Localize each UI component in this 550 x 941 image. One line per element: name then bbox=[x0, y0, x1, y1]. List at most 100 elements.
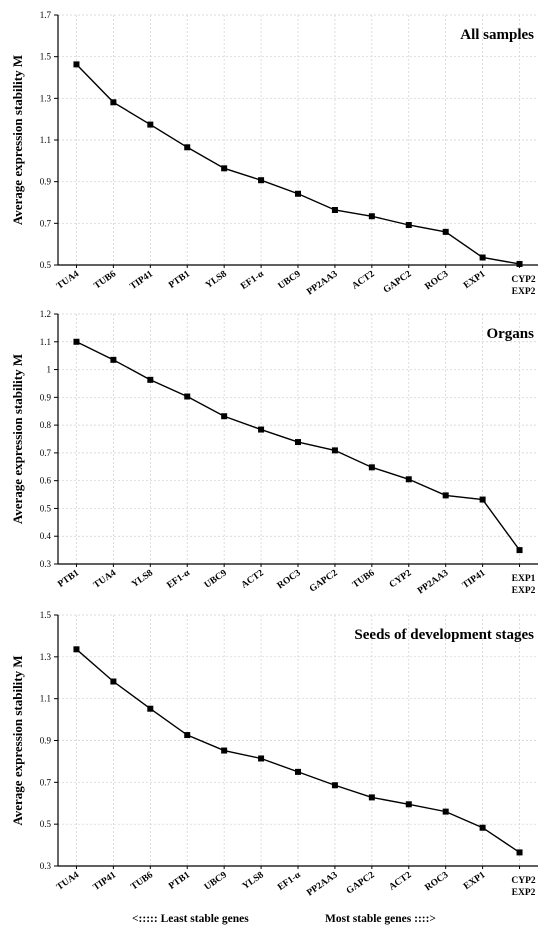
y-tick-label: 0.5 bbox=[40, 819, 52, 829]
y-tick-label: 1 bbox=[47, 365, 52, 375]
y-tick-label: 0.4 bbox=[40, 531, 52, 541]
x-tick-label: EXP1 bbox=[462, 269, 487, 291]
y-tick-label: 0.7 bbox=[40, 448, 52, 458]
data-point bbox=[442, 808, 449, 815]
data-point bbox=[331, 782, 338, 789]
data-point bbox=[184, 144, 191, 151]
data-point bbox=[258, 177, 265, 184]
data-point bbox=[442, 228, 449, 235]
x-tick-label: YLS8 bbox=[204, 269, 229, 291]
data-point bbox=[110, 356, 117, 363]
chart-panels: 0.5 0.7 0.9 1.1 1.3 1.5 1.7 TUA4 TUB6 TIP41 PTB1 YL… bbox=[10, 10, 538, 898]
data-point bbox=[221, 165, 228, 172]
x-tick-label: PP2AA3 bbox=[416, 568, 450, 596]
footer-least-stable-label: <::::: Least stable genes bbox=[132, 913, 249, 925]
y-tick-label: 1.1 bbox=[40, 135, 51, 145]
y-axis-title: Average expression stability M bbox=[10, 55, 25, 225]
data-point bbox=[73, 338, 80, 345]
x-tick-label: TUB6 bbox=[351, 568, 377, 590]
x-tick-label: TUA4 bbox=[55, 269, 81, 292]
x-tick-label: TIP41 bbox=[461, 568, 488, 591]
y-tick-label: 1.1 bbox=[40, 337, 51, 347]
x-tick-label: TUB6 bbox=[129, 870, 155, 892]
data-point bbox=[295, 190, 301, 197]
y-tick-label: 0.3 bbox=[40, 861, 52, 871]
x-tick-label: TIP41 bbox=[92, 870, 119, 893]
x-tick-label: PTB1 bbox=[167, 870, 192, 892]
x-tick-label: UBC9 bbox=[203, 870, 229, 893]
x-tick-label: YLS8 bbox=[130, 568, 155, 590]
x-tick-label: ACT2 bbox=[351, 269, 377, 292]
x-tick-label: EXP2 bbox=[512, 586, 536, 596]
data-point bbox=[73, 61, 80, 68]
x-tick-label: ROC3 bbox=[423, 269, 450, 292]
data-point bbox=[368, 464, 375, 471]
footer-most-stable-label: Most stable genes ::::> bbox=[325, 913, 436, 925]
data-point bbox=[479, 496, 486, 503]
y-tick-label: 0.7 bbox=[40, 777, 52, 787]
chart-panel-1: 0.5 0.7 0.9 1.1 1.3 1.5 1.7 TUA4 TUB6 TIP41 PTB1 YL… bbox=[10, 10, 538, 297]
x-tick-label: PTB1 bbox=[56, 568, 81, 590]
x-tick-label: ROC3 bbox=[276, 568, 303, 591]
data-point bbox=[258, 755, 265, 762]
data-point bbox=[73, 646, 80, 653]
data-point bbox=[442, 492, 449, 499]
x-tick-label: CYP2 bbox=[511, 275, 536, 285]
y-tick-label: 0.6 bbox=[40, 476, 52, 486]
y-tick-label: 1.7 bbox=[40, 10, 52, 20]
x-tick-label: UBC9 bbox=[277, 269, 303, 292]
y-tick-label: 0.7 bbox=[40, 218, 52, 228]
data-point bbox=[405, 801, 412, 808]
x-tick-label: PP2AA3 bbox=[305, 870, 339, 898]
x-tick-label: ACT2 bbox=[240, 568, 266, 591]
data-point bbox=[147, 705, 154, 712]
data-point bbox=[368, 213, 375, 220]
x-tick-label: CYP2 bbox=[388, 568, 414, 590]
y-tick-label: 0.8 bbox=[40, 420, 52, 430]
x-tick-label: GAPC2 bbox=[382, 269, 414, 295]
x-tick-label: EXP2 bbox=[512, 287, 536, 297]
data-point bbox=[516, 260, 523, 267]
panel-title: Seeds of development stages bbox=[354, 627, 534, 643]
x-tick-label: TIP41 bbox=[129, 269, 156, 292]
y-tick-label: 0.9 bbox=[40, 392, 52, 402]
y-tick-label: 0.5 bbox=[40, 260, 52, 270]
y-tick-label: 1.3 bbox=[40, 93, 52, 103]
x-tick-label: CYP2 bbox=[511, 876, 536, 886]
x-tick-label: EF1-α bbox=[239, 269, 266, 292]
x-tick-label: EF1-α bbox=[165, 568, 192, 591]
x-tick-label: PTB1 bbox=[167, 269, 192, 291]
y-tick-label: 0.3 bbox=[40, 559, 52, 569]
data-point bbox=[295, 439, 301, 446]
data-point bbox=[147, 121, 154, 128]
data-point bbox=[331, 207, 338, 213]
x-tick-label: ACT2 bbox=[387, 870, 413, 893]
data-point bbox=[184, 732, 191, 739]
y-tick-label: 1.3 bbox=[40, 652, 52, 662]
y-tick-label: 1.5 bbox=[40, 610, 52, 620]
x-tick-label: PP2AA3 bbox=[305, 269, 339, 297]
data-point bbox=[405, 222, 412, 228]
data-point bbox=[258, 426, 265, 433]
y-tick-label: 1.2 bbox=[40, 309, 51, 319]
y-tick-label: 1.1 bbox=[40, 694, 51, 704]
data-point bbox=[221, 413, 228, 420]
y-axis-title: Average expression stability M bbox=[10, 655, 25, 825]
x-tick-label: YLS8 bbox=[241, 870, 266, 892]
x-tick-label: EF1-α bbox=[276, 870, 303, 893]
x-tick-label: UBC9 bbox=[203, 568, 229, 591]
data-point bbox=[516, 849, 523, 856]
data-point bbox=[405, 476, 412, 483]
x-tick-label: TUB6 bbox=[92, 269, 118, 291]
y-axis-title: Average expression stability M bbox=[10, 354, 25, 524]
x-tick-label: ROC3 bbox=[423, 870, 450, 893]
data-point bbox=[110, 678, 117, 685]
x-tick-label: TUA4 bbox=[55, 870, 81, 893]
panel-title: Organs bbox=[486, 326, 534, 342]
data-point bbox=[516, 547, 523, 554]
y-tick-label: 1.5 bbox=[40, 52, 52, 62]
y-tick-label: 0.5 bbox=[40, 503, 52, 513]
chart-panel-3: 0.3 0.5 0.7 0.9 1.1 1.3 1.5 TUA4 TIP41 TUB6 PTB1 UB… bbox=[10, 610, 538, 898]
data-point bbox=[479, 824, 486, 831]
